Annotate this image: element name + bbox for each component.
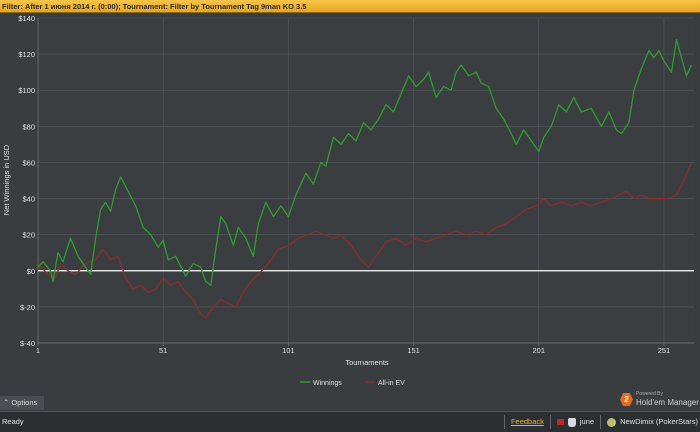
plot-background: [38, 18, 694, 343]
y-tick-label: $0: [27, 267, 35, 276]
y-tick-label: $40: [22, 195, 35, 204]
chart-area: $-40 $-20 $0 $20 $40 $60 $80 $100 $120 $140 1 51 101…: [0, 14, 700, 395]
y-axis-label: Net Winnings in USD: [2, 144, 11, 215]
feedback-link[interactable]: Feedback: [510, 417, 544, 426]
filter-bar: Filter: After 1 июня 2014 г. (0:00); Tou…: [0, 0, 700, 13]
status-ready: Ready: [2, 417, 24, 426]
flag-icon[interactable]: [556, 419, 564, 425]
user-icon: [607, 417, 617, 427]
options-label: Options: [11, 398, 38, 407]
x-tick-label: 51: [159, 346, 167, 355]
x-tick-label: 251: [658, 346, 671, 355]
user-label[interactable]: NewDimix (PokerStars): [620, 417, 698, 426]
powered-by-text: Powered By: [636, 391, 663, 397]
status-divider: [600, 415, 602, 429]
y-tick-label: $-20: [20, 303, 35, 312]
legend: Winnings All-in EV: [300, 380, 405, 387]
brand-name: Hold'em Manager: [636, 398, 699, 407]
options-button[interactable]: ⌃ Options: [0, 396, 44, 410]
trophy-icon: [567, 417, 576, 427]
filter-text: After 1 июня 2014 г. (0:00); Tournament:…: [24, 2, 307, 11]
y-tick-label: $100: [18, 86, 35, 95]
y-tick-label: $60: [22, 158, 35, 167]
status-divider: [503, 415, 505, 429]
status-bar: Ready Feedback june NewDimix (PokerStars…: [0, 411, 700, 432]
y-tick-label: $20: [22, 231, 35, 240]
status-divider: [549, 415, 551, 429]
legend-label: All-in EV: [378, 380, 405, 387]
hm-badge-icon: 2: [620, 393, 633, 406]
filter-prefix: Filter:: [2, 2, 23, 11]
tag-label[interactable]: june: [579, 417, 595, 426]
y-tick-label: $80: [22, 122, 35, 131]
series-line-all-in-ev: [37, 162, 693, 319]
x-tick-label: 101: [282, 346, 295, 355]
y-tick-label: $-40: [20, 339, 35, 348]
series-line-winnings: [37, 39, 693, 286]
holdem-manager-logo: 2 Powered By Hold'em Manager: [620, 390, 699, 410]
x-tick-label: 151: [407, 346, 420, 355]
chevron-up-icon: ⌃: [3, 398, 10, 407]
x-tick-label: 201: [533, 346, 546, 355]
y-tick-label: $140: [18, 14, 35, 23]
y-tick-label: $120: [18, 50, 35, 59]
x-tick-label: 1: [36, 346, 40, 355]
x-axis-label: Tournaments: [345, 358, 389, 367]
legend-label: Winnings: [313, 380, 342, 387]
